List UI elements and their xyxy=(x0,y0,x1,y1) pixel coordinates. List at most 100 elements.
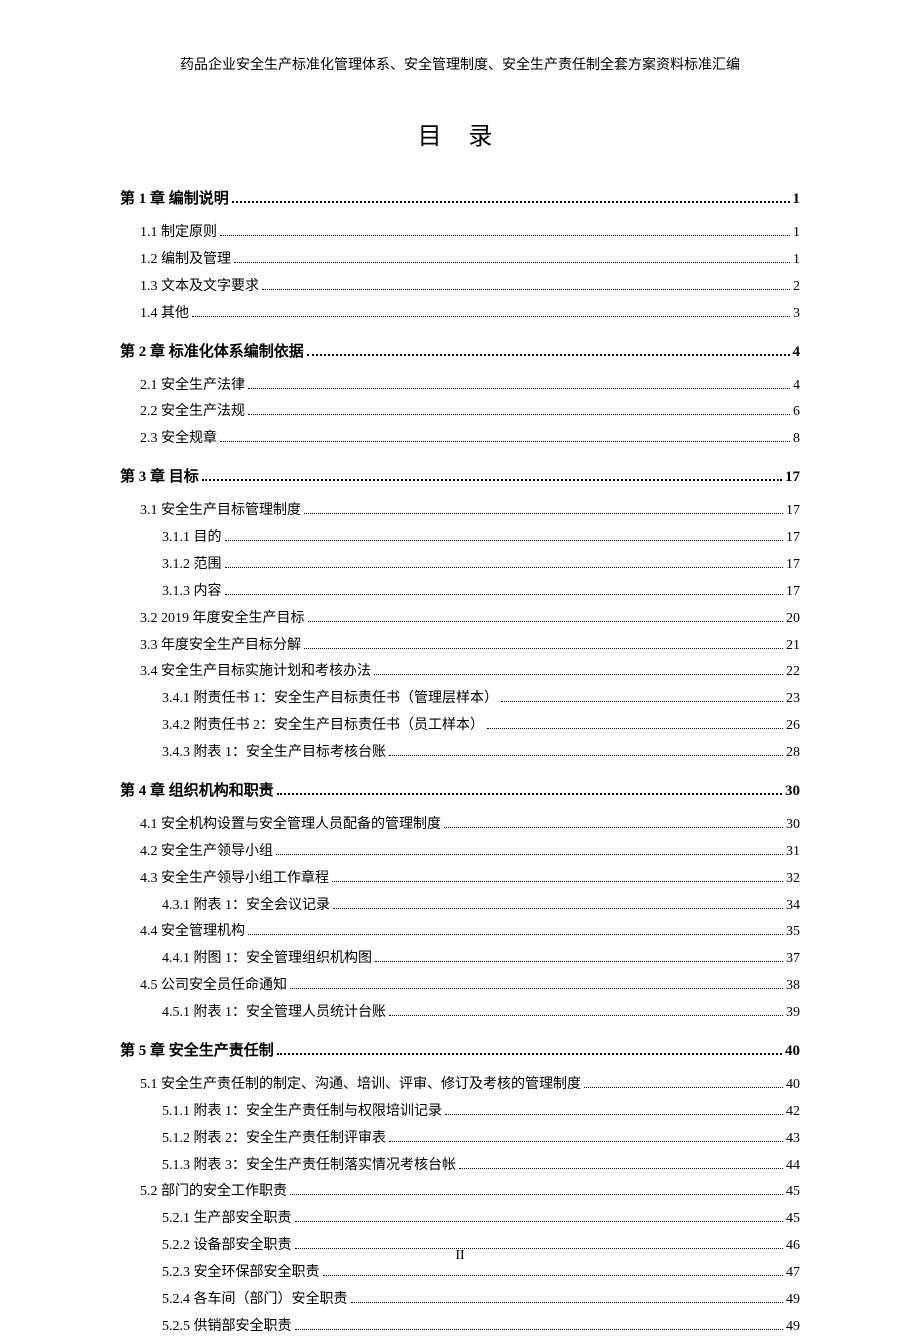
toc-leader xyxy=(307,343,790,356)
toc-label: 第 1 章 编制说明 xyxy=(120,187,229,208)
toc-entry: 5.2 部门的安全工作职责 45 xyxy=(120,1179,800,1206)
toc-entry: 3.1.2 范围17 xyxy=(120,552,800,579)
document-page: 药品企业安全生产标准化管理体系、安全管理制度、安全生产责任制全套方案资料标准汇编… xyxy=(0,0,920,1341)
toc-page: 30 xyxy=(785,783,800,800)
toc-page: 45 xyxy=(786,1179,800,1206)
toc-leader xyxy=(459,1158,783,1169)
toc-label: 4.5.1 附表 1：安全管理人员统计台账 xyxy=(162,1000,386,1027)
toc-page: 1 xyxy=(793,220,800,247)
toc-label: 1.2 编制及管理 xyxy=(140,247,231,274)
toc-entry: 1.3 文本及文字要求2 xyxy=(120,274,800,301)
toc-leader xyxy=(232,190,790,203)
toc-page: 49 xyxy=(786,1287,800,1314)
toc-label: 5.1.2 附表 2：安全生产责任制评审表 xyxy=(162,1126,386,1153)
toc-entry: 2.2 安全生产法规6 xyxy=(120,399,800,426)
toc-page: 3 xyxy=(793,301,800,328)
toc-page: 28 xyxy=(786,740,800,767)
toc-entry: 1.2 编制及管理 1 xyxy=(120,247,800,274)
toc-entry: 1.1 制定原则1 xyxy=(120,220,800,247)
toc-entry: 第 4 章 组织机构和职责30 xyxy=(120,779,800,800)
toc-page: 17 xyxy=(786,498,800,525)
toc-entry: 第 5 章 安全生产责任制 40 xyxy=(120,1039,800,1060)
toc-entry: 3.4 安全生产目标实施计划和考核办法 22 xyxy=(120,659,800,686)
toc-leader xyxy=(248,378,790,389)
toc-page: 17 xyxy=(786,579,800,606)
toc-entry: 第 3 章 目标17 xyxy=(120,465,800,486)
toc-leader xyxy=(304,638,783,649)
toc-entry: 4.5 公司安全员任命通知38 xyxy=(120,973,800,1000)
toc-page: 21 xyxy=(786,633,800,660)
toc-entry: 3.4.3 附表 1：安全生产目标考核台账 28 xyxy=(120,740,800,767)
toc-leader xyxy=(262,279,790,290)
toc-label: 3.1 安全生产目标管理制度 xyxy=(140,498,301,525)
toc-leader xyxy=(225,584,784,595)
toc-page: 17 xyxy=(786,525,800,552)
toc-entry: 4.4.1 附图 1：安全管理组织机构图37 xyxy=(120,946,800,973)
toc-leader xyxy=(248,924,783,935)
toc-label: 3.3 年度安全生产目标分解 xyxy=(140,633,301,660)
toc-leader xyxy=(220,225,790,236)
toc-entry: 第 2 章 标准化体系编制依据4 xyxy=(120,340,800,361)
toc-page: 4 xyxy=(793,344,801,361)
toc-entry: 4.1 安全机构设置与安全管理人员配备的管理制度30 xyxy=(120,812,800,839)
toc-leader xyxy=(277,1042,782,1055)
toc-entry: 4.2 安全生产领导小组31 xyxy=(120,839,800,866)
toc-leader xyxy=(389,745,783,756)
toc-page: 40 xyxy=(786,1072,800,1099)
toc-leader xyxy=(295,1319,784,1330)
toc-page: 22 xyxy=(786,659,800,686)
toc-page: 30 xyxy=(786,812,800,839)
toc-leader xyxy=(276,844,783,855)
toc-leader xyxy=(295,1211,784,1222)
toc-leader xyxy=(444,817,783,828)
toc-leader xyxy=(308,611,784,622)
toc-page: 6 xyxy=(793,399,800,426)
toc-leader xyxy=(202,468,782,481)
toc-leader xyxy=(333,898,783,909)
toc-entry: 3.2 2019 年度安全生产目标 20 xyxy=(120,606,800,633)
toc-entry: 5.2.1 生产部安全职责45 xyxy=(120,1206,800,1233)
toc-label: 第 5 章 安全生产责任制 xyxy=(120,1039,274,1060)
toc-leader xyxy=(389,1131,783,1142)
toc-leader xyxy=(248,404,790,415)
toc-entry: 5.1.2 附表 2：安全生产责任制评审表 43 xyxy=(120,1126,800,1153)
toc-label: 3.1.2 范围 xyxy=(162,552,222,579)
toc-page: 44 xyxy=(786,1153,800,1180)
toc-leader xyxy=(487,718,783,729)
toc-label: 3.4.3 附表 1：安全生产目标考核台账 xyxy=(162,740,386,767)
toc-page: 42 xyxy=(786,1099,800,1126)
toc-leader xyxy=(225,557,784,568)
toc-leader xyxy=(234,252,790,263)
toc-entry: 3.1.1 目的17 xyxy=(120,525,800,552)
toc-page: 39 xyxy=(786,1000,800,1027)
toc-entry: 5.1.1 附表 1：安全生产责任制与权限培训记录 42 xyxy=(120,1099,800,1126)
toc-entry: 2.1 安全生产法律4 xyxy=(120,373,800,400)
toc-page: 47 xyxy=(786,1260,800,1287)
toc-page: 20 xyxy=(786,606,800,633)
toc-page: 8 xyxy=(793,426,800,453)
toc-leader xyxy=(584,1077,783,1088)
toc-label: 3.4.2 附责任书 2：安全生产目标责任书（员工样本） xyxy=(162,713,484,740)
running-header: 药品企业安全生产标准化管理体系、安全管理制度、安全生产责任制全套方案资料标准汇编 xyxy=(120,54,800,74)
toc-entry: 3.3 年度安全生产目标分解 21 xyxy=(120,633,800,660)
toc-label: 3.4 安全生产目标实施计划和考核办法 xyxy=(140,659,371,686)
toc-page: 35 xyxy=(786,919,800,946)
toc-page: 40 xyxy=(785,1043,800,1060)
toc-page: 49 xyxy=(786,1314,800,1341)
page-number: II xyxy=(0,1248,920,1264)
toc-label: 4.2 安全生产领导小组 xyxy=(140,839,273,866)
toc-page: 1 xyxy=(793,247,800,274)
toc-label: 5.2 部门的安全工作职责 xyxy=(140,1179,287,1206)
toc-page: 43 xyxy=(786,1126,800,1153)
toc-label: 3.1.3 内容 xyxy=(162,579,222,606)
toc-leader xyxy=(192,306,790,317)
toc-label: 3.2 2019 年度安全生产目标 xyxy=(140,606,305,633)
toc-label: 2.3 安全规章 xyxy=(140,426,217,453)
toc-label: 5.2.3 安全环保部安全职责 xyxy=(162,1260,320,1287)
toc-page: 37 xyxy=(786,946,800,973)
toc-leader xyxy=(277,782,782,795)
toc-entry: 3.4.1 附责任书 1：安全生产目标责任书（管理层样本）23 xyxy=(120,686,800,713)
toc-page: 26 xyxy=(786,713,800,740)
toc-leader xyxy=(332,871,783,882)
toc-label: 5.1.1 附表 1：安全生产责任制与权限培训记录 xyxy=(162,1099,442,1126)
